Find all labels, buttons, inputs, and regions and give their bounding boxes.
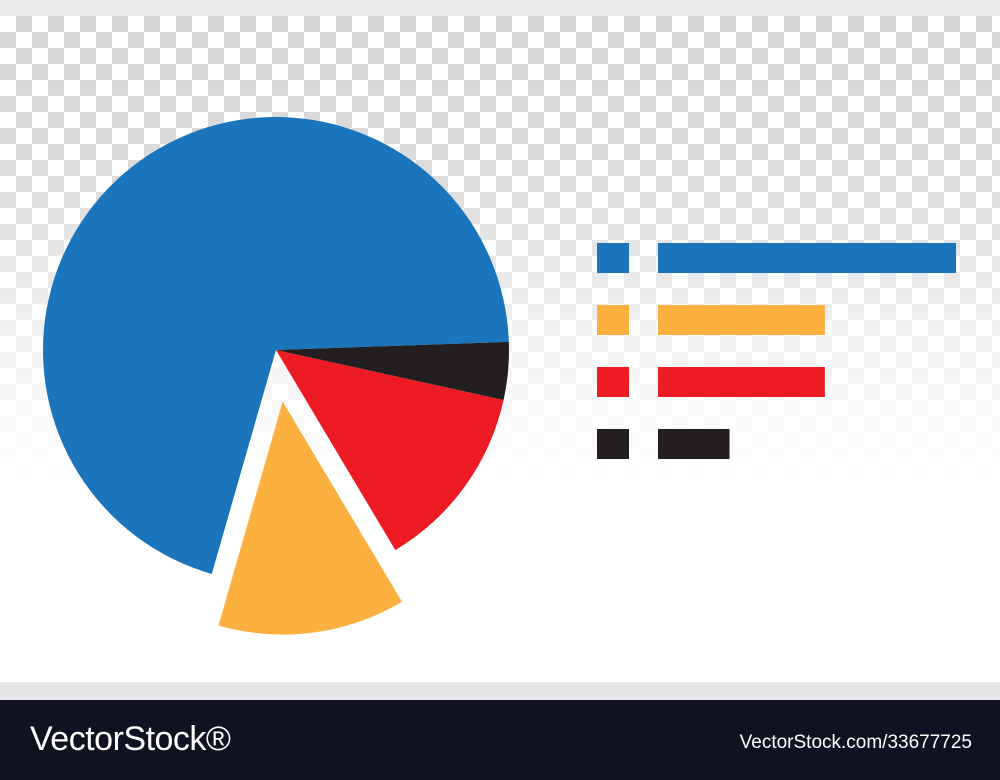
- legend-bar-4: [658, 429, 730, 459]
- pie-slice-3: [276, 350, 504, 551]
- brand-logo: VectorStock®: [30, 720, 231, 758]
- legend-swatch-3: [597, 367, 629, 397]
- legend-bar-3: [658, 367, 825, 397]
- legend-bar-2: [658, 305, 825, 335]
- pie-chart: [42, 117, 956, 635]
- separator-strip: [0, 682, 1000, 700]
- pie-slice-1: [42, 117, 509, 574]
- chart-canvas: [0, 16, 1000, 682]
- image-id: VectorStock.com/33677725: [739, 732, 972, 753]
- pie-slices: [42, 117, 509, 635]
- legend-swatch-1: [597, 243, 629, 273]
- legend-bar-1: [658, 243, 956, 273]
- pie-slice-4: [276, 341, 509, 401]
- top-strip: [0, 0, 1000, 16]
- legend-swatch-4: [597, 429, 629, 459]
- pie-slice-2: [218, 401, 403, 635]
- footer-bar: VectorStock® VectorStock.com/33677725: [0, 700, 1000, 780]
- legend-swatch-2: [597, 305, 629, 335]
- legend: [597, 243, 956, 459]
